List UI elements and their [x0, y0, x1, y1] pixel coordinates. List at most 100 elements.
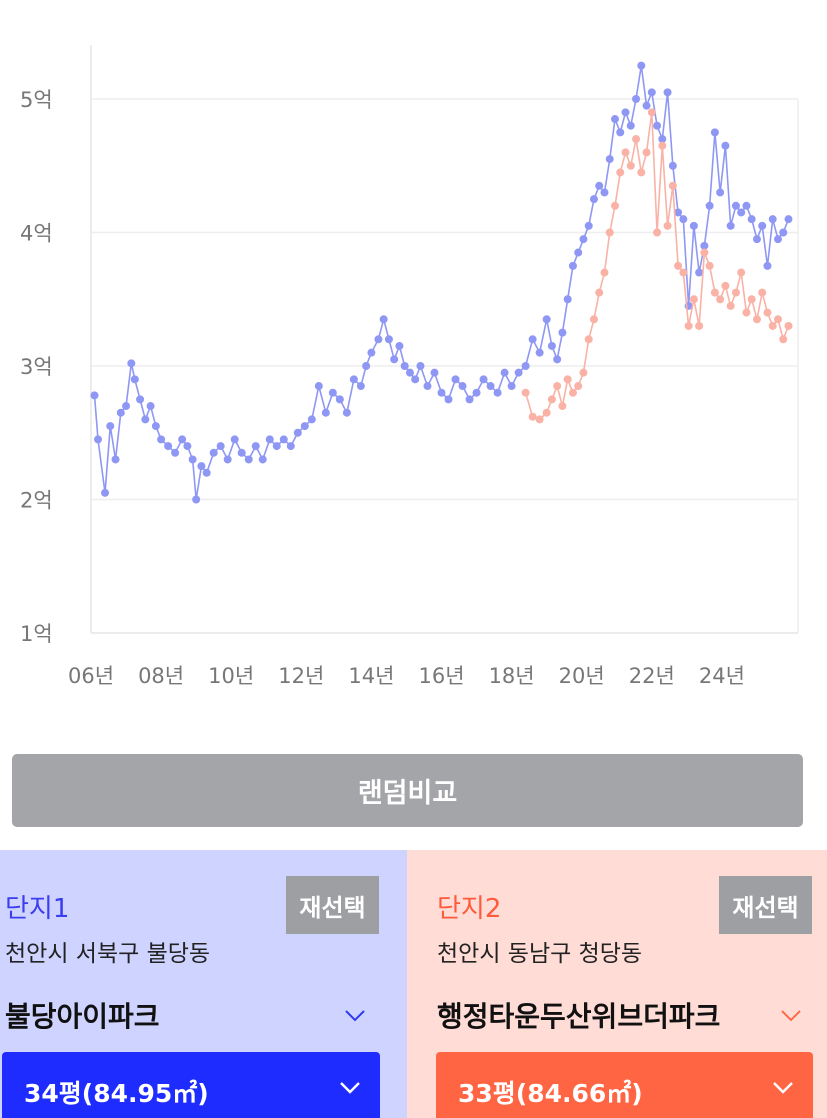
data-point [458, 382, 467, 391]
data-point [626, 121, 635, 130]
data-point [286, 442, 295, 451]
data-point [178, 435, 187, 444]
data-point [230, 435, 239, 444]
data-point [514, 368, 523, 377]
data-point [472, 388, 481, 397]
data-point [758, 288, 767, 297]
y-tick-label: 4억 [20, 222, 53, 246]
data-point [731, 201, 740, 210]
data-point [553, 382, 562, 391]
data-point [579, 368, 588, 377]
complex1-size: 34평(84.95㎡) [24, 1079, 209, 1108]
data-point [768, 321, 777, 330]
data-point [621, 148, 630, 157]
data-point [737, 268, 746, 277]
complex1-name-select[interactable]: 불당아이파크 [5, 990, 367, 1040]
complex2-size: 33평(84.66㎡) [458, 1079, 643, 1108]
data-point [244, 455, 253, 464]
data-point [647, 88, 656, 97]
data-point [579, 235, 588, 244]
data-point [395, 341, 404, 350]
data-point [710, 288, 719, 297]
complex2-region: 천안시 동남구 청당동 [437, 941, 643, 967]
data-point [430, 368, 439, 377]
data-point [584, 221, 593, 230]
data-point [130, 375, 139, 384]
price-chart: 5억 4억 3억 2억 1억 06년 08년 10년 12년 14년 16년 18년 20년 22년 24년 [20, 45, 799, 688]
data-point [563, 375, 572, 384]
data-point [574, 248, 583, 257]
data-point [553, 355, 562, 364]
chevron-down-icon [781, 1010, 801, 1022]
data-point [106, 422, 115, 431]
data-point [528, 412, 537, 421]
data-point [689, 295, 698, 304]
complex2-size-select[interactable]: 33평(84.66㎡) [436, 1052, 813, 1118]
random-compare-button[interactable]: 랜덤비교 [12, 754, 803, 827]
complex2-name-select[interactable]: 행정타운두산위브더파크 [437, 990, 803, 1040]
data-point [437, 388, 446, 397]
data-point [742, 201, 751, 210]
data-point [600, 268, 609, 277]
complex1-region: 천안시 서북구 불당동 [5, 941, 211, 967]
data-point [507, 382, 516, 391]
data-point [493, 388, 502, 397]
data-point [658, 135, 667, 144]
data-point [90, 391, 99, 400]
data-point [721, 281, 730, 290]
data-point [349, 375, 358, 384]
complex2-panel: 단지2 재선택 천안시 동남구 청당동 행정타운두산위브더파크 33평(84.6… [407, 850, 827, 1118]
data-point [542, 408, 551, 417]
data-point [547, 395, 556, 404]
data-point [768, 215, 777, 224]
complex1-label: 단지1 [5, 894, 70, 924]
data-point [574, 382, 583, 391]
y-tick-label: 1억 [20, 622, 53, 646]
complex2-label: 단지2 [437, 894, 502, 924]
data-point [202, 468, 211, 477]
data-point [705, 201, 714, 210]
data-point [621, 108, 630, 117]
data-point [563, 295, 572, 304]
data-point [390, 355, 399, 364]
data-point [642, 101, 651, 110]
data-point [584, 335, 593, 344]
data-point [405, 368, 414, 377]
complex1-reselect-button[interactable]: 재선택 [286, 876, 379, 934]
data-point [465, 395, 474, 404]
data-point [747, 295, 756, 304]
data-point [726, 221, 735, 230]
data-point [335, 395, 344, 404]
data-point [568, 261, 577, 270]
data-point [674, 208, 683, 217]
data-point [251, 442, 260, 451]
data-point [164, 442, 173, 451]
data-point [122, 402, 131, 411]
data-point [784, 215, 793, 224]
data-point [558, 402, 567, 411]
data-point [679, 215, 688, 224]
data-point [595, 181, 604, 190]
data-point [616, 128, 625, 137]
chevron-down-icon [340, 1082, 360, 1094]
data-point [528, 335, 537, 344]
data-point [328, 388, 337, 397]
data-point [595, 288, 604, 297]
data-point [151, 422, 160, 431]
data-point [605, 155, 614, 164]
data-point [356, 382, 365, 391]
data-point [265, 435, 274, 444]
data-point [237, 448, 246, 457]
data-point [568, 388, 577, 397]
data-point [521, 388, 530, 397]
data-point [752, 235, 761, 244]
data-point [535, 415, 544, 424]
complex2-reselect-button[interactable]: 재선택 [719, 876, 812, 934]
data-point [223, 455, 232, 464]
x-tick-label: 12년 [278, 664, 324, 688]
data-point [183, 442, 192, 451]
complex1-size-select[interactable]: 34평(84.95㎡) [2, 1052, 380, 1118]
data-point [293, 428, 302, 437]
data-point [367, 348, 376, 357]
price-chart-svg: 5억 4억 3억 2억 1억 06년 08년 10년 12년 14년 16년 18년 20년 22년 24년 [20, 45, 799, 688]
